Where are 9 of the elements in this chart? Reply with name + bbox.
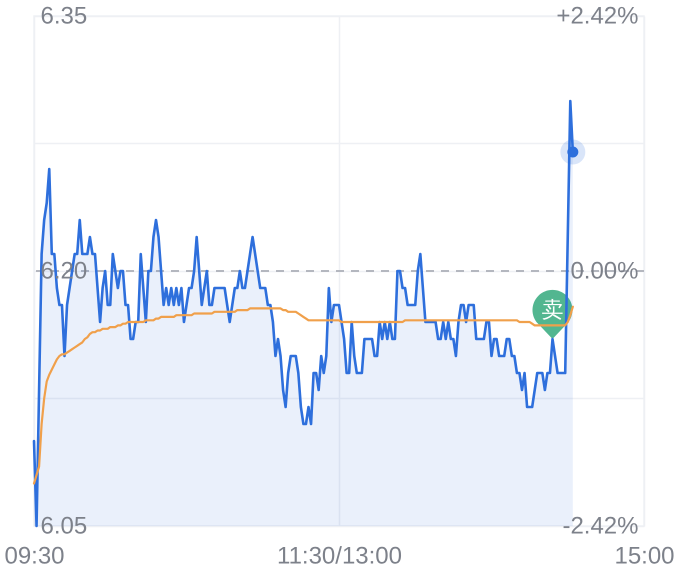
x-tick-label: 11:30/13:00 xyxy=(276,542,402,570)
y2-tick-label: 0.00% xyxy=(570,258,638,284)
y2-tick-label: -2.42% xyxy=(562,512,638,540)
y-tick-label: 6.05 xyxy=(40,512,88,540)
x-tick-label: 09:30 xyxy=(4,542,65,570)
x-tick-label: 15:00 xyxy=(614,542,675,570)
y-tick-label: 6.35 xyxy=(40,2,88,30)
y2-tick-label: +2.42% xyxy=(556,2,638,30)
annotation: 卖 xyxy=(542,297,564,322)
